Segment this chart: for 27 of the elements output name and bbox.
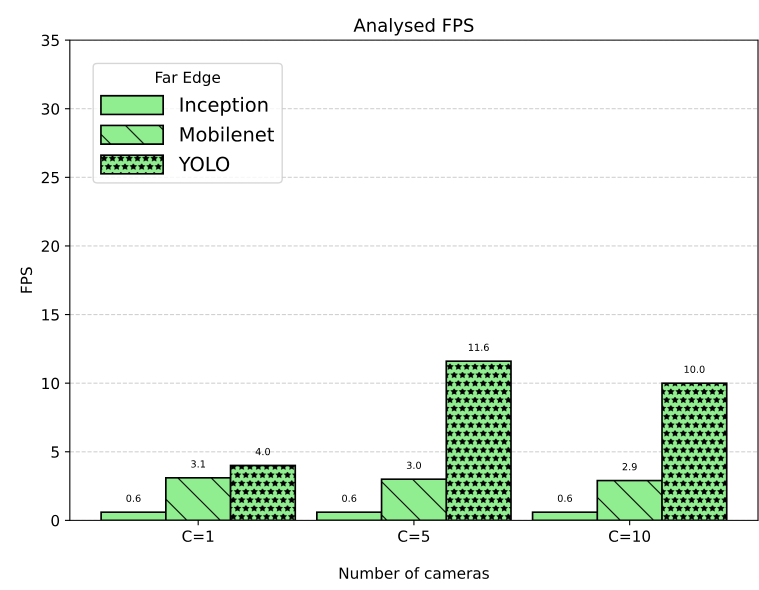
data-label: 4.0 [256, 448, 270, 456]
chart-title: Analysed FPS [354, 18, 474, 36]
data-label: 0.6 [342, 494, 356, 502]
x-axis-title: Number of cameras [340, 567, 489, 579]
data-label: 0.6 [126, 494, 141, 502]
x-tick-label: C=5 [398, 530, 430, 542]
data-label: 0.6 [558, 494, 572, 502]
y-tick-label: 25 [42, 172, 59, 184]
y-tick-label: 10 [42, 378, 60, 390]
legend-label: Mobilenet [180, 126, 274, 142]
data-label: 10.0 [684, 366, 705, 373]
legend-title: Far Edge [156, 71, 220, 86]
data-label: 11.6 [468, 344, 489, 351]
y-tick-label: 35 [42, 34, 59, 46]
data-label: 3.1 [191, 460, 206, 468]
y-axis-title: FPS [20, 267, 32, 293]
x-tick-label: C=1 [182, 530, 214, 542]
data-label: 3.0 [406, 462, 422, 469]
x-tick-label: C=10 [609, 530, 650, 542]
y-tick-label: 5 [52, 446, 59, 458]
y-tick-label: 0 [51, 514, 60, 526]
data-label: 2.9 [622, 463, 637, 470]
y-tick-label: 15 [42, 309, 59, 321]
legend-label: Inception [180, 96, 268, 116]
y-tick-label: 30 [42, 103, 60, 115]
y-tick-label: 20 [42, 240, 60, 252]
legend-label: YOLO [178, 156, 230, 172]
